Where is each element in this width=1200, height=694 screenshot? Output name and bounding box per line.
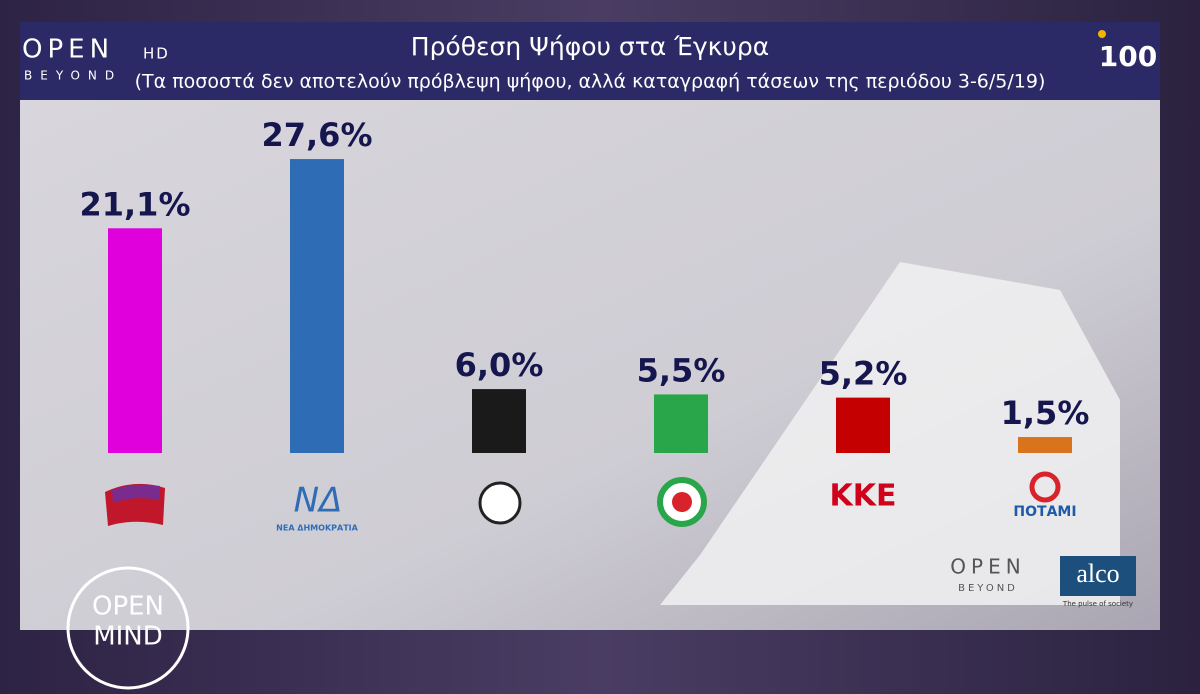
bar: [472, 389, 526, 453]
value-label: 27,6%: [261, 116, 372, 154]
pollster-logo: alco: [1076, 559, 1119, 588]
beyond-logo-bottom: BEYOND: [958, 583, 1018, 594]
channel-sub: BEYOND: [24, 69, 122, 83]
show-logo-bottom: MIND: [93, 622, 163, 652]
pollster-tagline: The pulse of society: [1062, 600, 1133, 608]
bar: [836, 397, 890, 453]
party-logo-3: [478, 481, 522, 525]
party-logo-6: [1029, 471, 1061, 503]
party-logo-2: ΝΔ: [294, 481, 343, 521]
value-label: 6,0%: [455, 346, 544, 384]
show-logo-ring: [66, 566, 190, 690]
category-label: ΚΚΕ: [830, 479, 897, 514]
title-band: [20, 22, 1160, 100]
chart-title: Πρόθεση Ψήφου στα Έγκυρα: [411, 32, 769, 61]
value-label: 5,5%: [637, 351, 726, 389]
value-label: 21,1%: [79, 185, 190, 223]
bar: [1018, 437, 1072, 453]
category-label: ΠΟΤΑΜΙ: [1013, 504, 1076, 520]
party-logo-4-inner: [672, 492, 692, 512]
party-logo-1-stripe: [112, 484, 160, 503]
value-label: 5,2%: [819, 355, 908, 393]
chart-subtitle: (Τα ποσοστά δεν αποτελούν πρόβλεψη ψήφου…: [135, 71, 1046, 93]
bar: [290, 159, 344, 453]
channel-hd: HD: [143, 45, 170, 63]
show-logo-top: OPEN: [92, 592, 164, 622]
beyond-logo-top: OPEN: [950, 555, 1025, 579]
flame: [1098, 30, 1106, 38]
pollster-box: [1060, 556, 1136, 596]
value-label: 1,5%: [1001, 394, 1090, 432]
channel-logo: OPEN: [22, 35, 114, 65]
bar: [108, 228, 162, 453]
anniversary-logo: 100: [1099, 40, 1157, 73]
bar: [654, 394, 708, 453]
category-label: ΝΕΑ ΔΗΜΟΚΡΑΤΙΑ: [276, 524, 358, 533]
